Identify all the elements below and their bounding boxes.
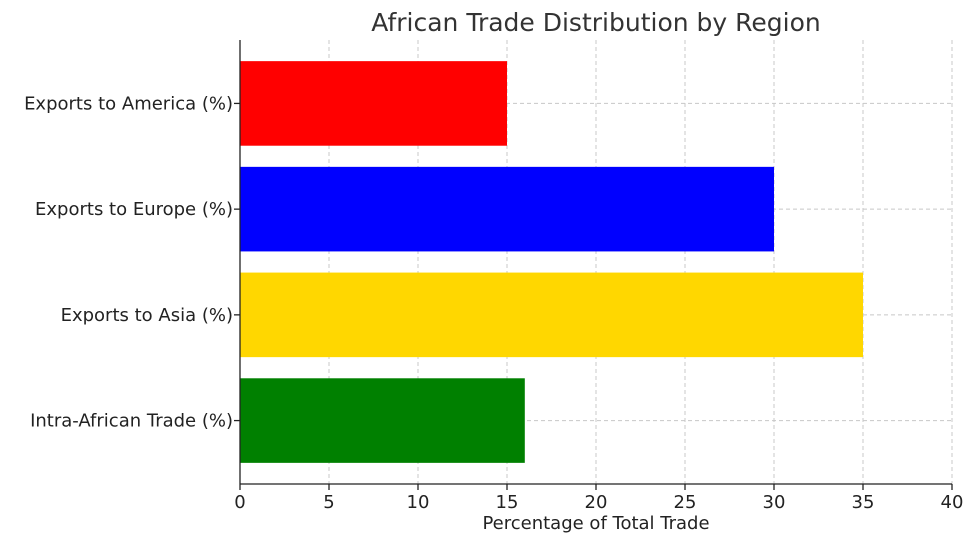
x-tick-label: 5 <box>323 492 334 513</box>
x-tick-label: 15 <box>496 492 519 513</box>
x-tick-label: 25 <box>674 492 697 513</box>
x-tick-label: 40 <box>941 492 964 513</box>
y-category-label: Exports to Asia (%) <box>61 305 233 326</box>
x-tick-label: 0 <box>234 492 245 513</box>
bar <box>240 378 525 463</box>
x-tick-label: 35 <box>852 492 875 513</box>
bar <box>240 166 774 252</box>
x-axis-label: Percentage of Total Trade <box>482 513 709 534</box>
y-category-label: Exports to Europe (%) <box>35 199 233 220</box>
y-category-label: Intra-African Trade (%) <box>30 411 233 432</box>
x-ticks: 0 5 10 15 20 25 30 35 40 <box>234 484 963 513</box>
x-tick-label: 30 <box>763 492 786 513</box>
bars <box>240 61 863 463</box>
y-category-label: Exports to America (%) <box>24 93 233 114</box>
bar <box>240 272 863 358</box>
x-tick-label: 10 <box>407 492 430 513</box>
bar <box>240 61 507 146</box>
y-category-labels: Intra-African Trade (%) Exports to Asia (… <box>24 93 240 432</box>
x-tick-label: 20 <box>585 492 608 513</box>
chart-title: African Trade Distribution by Region <box>371 8 820 37</box>
